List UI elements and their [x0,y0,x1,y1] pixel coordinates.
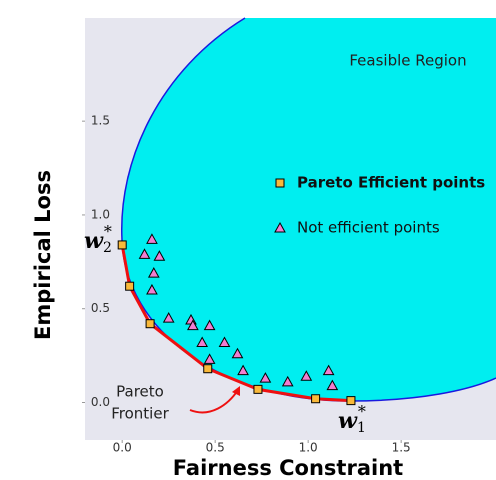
inefficient-point [237,364,249,376]
pareto-point [203,364,213,374]
inefficient-point [153,250,166,261]
inefficient-point [196,336,209,347]
inefficient-point [281,375,294,387]
arrow-head [232,386,240,396]
inefficient-point [259,372,272,383]
inefficient-point [322,364,335,376]
frontier-label: Pareto [116,383,164,401]
w2-label: w2* [84,222,112,257]
x-axis-label: Fairness Constraint [173,456,403,480]
x-tick-label: 0.5 [206,441,225,455]
inefficient-point [146,233,158,244]
pareto-point [125,281,135,291]
pareto-point [253,384,263,394]
inefficient-point [147,267,160,278]
legend-marker [275,178,285,188]
legend-label: Not efficient points [297,219,440,237]
inefficient-point [162,312,175,323]
x-tick-label: 1.5 [392,441,411,455]
y-tick-label: 0.5 [91,301,110,315]
y-axis-label: Empirical Loss [31,170,55,340]
y-tick-label: 1.5 [91,114,110,128]
arrow [189,389,239,414]
frontier-label: Frontier [111,405,169,423]
inefficient-point [326,379,339,391]
inefficient-point [300,370,313,381]
inefficient-point [187,319,199,331]
y-tick-label: 1.0 [91,207,110,221]
legend-label: Pareto Efficient points [297,174,485,192]
inefficient-point [231,347,244,359]
x-tick-label: 0.0 [113,441,132,455]
feasible-region [121,18,496,401]
pareto-point [346,396,356,406]
inefficient-point [218,336,231,347]
w1-label: w1* [338,402,366,437]
x-tick-label: 1.0 [299,441,318,455]
pareto-point [117,240,127,250]
y-tick-label: 0.0 [91,395,110,409]
pareto-point [145,319,155,329]
inefficient-point [138,248,151,259]
inefficient-point [203,353,216,364]
pareto-point [311,394,321,404]
legend-marker [274,221,286,233]
inefficient-point [146,283,158,295]
inefficient-point [203,319,216,331]
region-label: Feasible Region [349,52,466,70]
